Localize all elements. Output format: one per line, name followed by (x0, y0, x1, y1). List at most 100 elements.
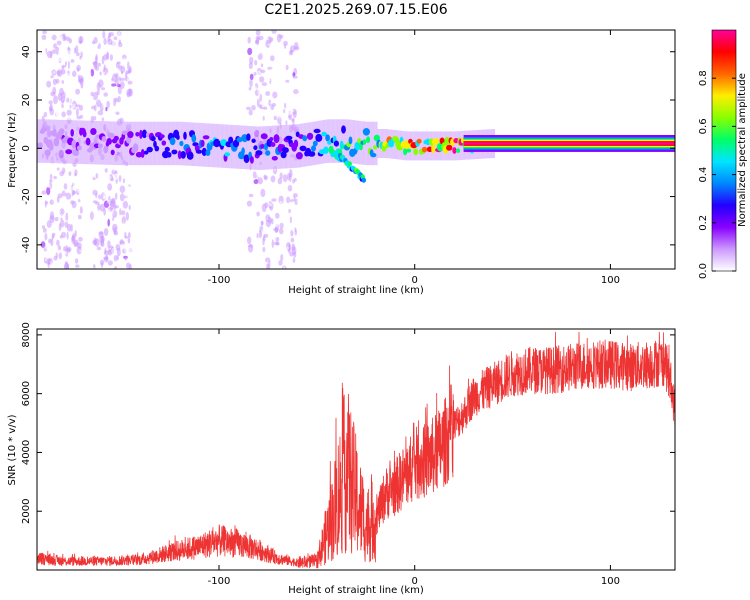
ridge-halo (297, 124, 301, 168)
noise-blob (65, 171, 69, 176)
ridge-blob (228, 136, 234, 144)
noise-blob (292, 193, 298, 198)
noise-blob (42, 227, 47, 233)
noise-blob (275, 236, 280, 243)
ridge-blob (271, 156, 278, 161)
speckle (169, 168, 174, 173)
noise-blob (63, 36, 68, 41)
noise-blob (76, 246, 82, 255)
noise-blob (106, 100, 110, 109)
ridge-blob (103, 145, 109, 154)
noise-blob (42, 49, 47, 59)
noise-blob (63, 183, 68, 190)
ridge-halo (372, 121, 376, 166)
speckle (135, 214, 138, 217)
speckle (268, 184, 271, 188)
ridge-blob (166, 152, 172, 158)
ridge-blob (106, 138, 112, 145)
ridge-blob (65, 149, 73, 155)
speckle (46, 167, 51, 172)
x-tick-label: 0 (412, 576, 418, 587)
ridge-blob (169, 137, 176, 146)
noise-blob (48, 100, 53, 105)
speckle (117, 80, 121, 83)
speckle (147, 205, 151, 208)
colorbar-tick-label: 0.2 (698, 215, 709, 231)
snr-frame (36, 328, 676, 571)
noise-blob (247, 47, 253, 56)
ridge-blob (255, 150, 263, 156)
ridge-halo (309, 122, 312, 166)
noise-blob (67, 240, 72, 247)
speckle (292, 228, 296, 232)
ridge-halo (145, 121, 148, 166)
ridge-halo (302, 123, 305, 167)
noise-blob (115, 192, 118, 200)
noise-blob (113, 97, 117, 107)
ridge-blob (186, 151, 194, 160)
noise-blob (268, 202, 273, 207)
noise-blob (75, 88, 80, 95)
noise-blob (285, 64, 289, 71)
ridge-blob (236, 137, 243, 143)
speckle (341, 95, 344, 97)
noise-blob (49, 199, 54, 205)
noise-blob (114, 205, 119, 209)
speckle (141, 213, 143, 216)
noise-blob (45, 201, 49, 205)
ridge-halo (246, 125, 249, 170)
ridge-halo (166, 121, 169, 166)
speckle (245, 78, 248, 82)
speckle (112, 220, 117, 224)
speckle (190, 59, 194, 63)
noise-blob (119, 208, 122, 216)
noise-blob (51, 232, 56, 236)
ridge-blob (113, 135, 119, 142)
speckle (180, 199, 183, 202)
speckle (145, 42, 148, 46)
noise-blob (247, 236, 252, 245)
speckle (60, 213, 64, 216)
speckle (172, 231, 176, 235)
noise-blob (63, 246, 66, 252)
noise-blob (60, 95, 66, 103)
speckle (344, 190, 347, 193)
noise-blob (61, 111, 66, 118)
noise-blob (94, 50, 100, 55)
noise-blob (111, 197, 116, 204)
noise-blob (275, 212, 280, 219)
ridge-halo (79, 120, 82, 164)
noise-blob (55, 78, 60, 84)
speckle (164, 216, 167, 219)
speckle (346, 182, 349, 185)
noise-blob (62, 101, 68, 106)
ridge-halo (100, 121, 103, 165)
speckle (321, 82, 325, 86)
ridge-blob (110, 149, 115, 156)
ridge-blob (434, 138, 440, 145)
speckle (37, 112, 40, 115)
snr-x-label: Height of straight line (km) (288, 585, 424, 596)
ridge-blob (140, 148, 145, 158)
noise-blob (113, 113, 117, 118)
speckle (247, 197, 251, 201)
speckle (292, 200, 294, 203)
ridge-halo (370, 121, 373, 166)
ridge-blob (403, 148, 408, 156)
ridge-blob (72, 149, 80, 156)
noise-blob (65, 164, 72, 173)
noise-blob (269, 112, 273, 121)
noise-blob (66, 109, 72, 116)
noise-blob (71, 70, 77, 77)
ridge-halo (114, 121, 117, 165)
speckle (82, 80, 86, 84)
spectrogram-frame (36, 29, 676, 270)
speckle (97, 180, 101, 184)
noise-blob (250, 177, 255, 187)
noise-blob (122, 178, 125, 184)
x-tick-label: 100 (601, 576, 620, 587)
noise-blob (64, 81, 68, 86)
ridge-halo (426, 131, 430, 161)
x-tick-label: -100 (208, 275, 231, 286)
speckle (323, 40, 327, 44)
